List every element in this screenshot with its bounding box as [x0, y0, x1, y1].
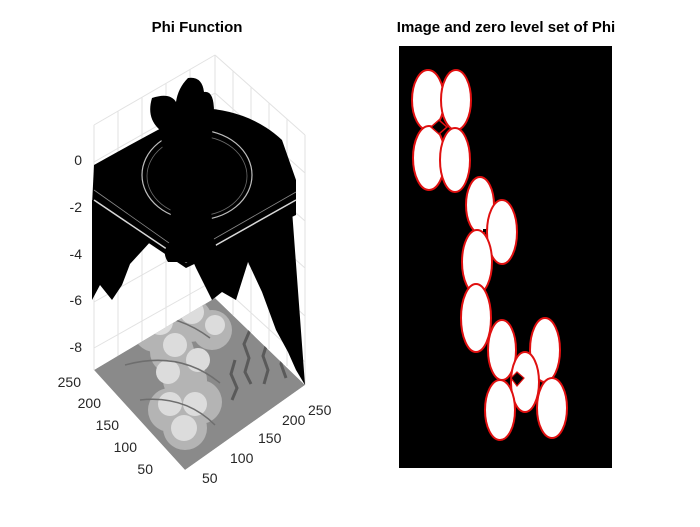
- surface-spike: [150, 77, 217, 263]
- y-tick-label: 250: [58, 374, 82, 390]
- x-tick-label: 250: [308, 402, 332, 418]
- x-tick-label: 50: [202, 470, 218, 486]
- zero-level-set-blobs: [411, 69, 568, 441]
- x-tick-label: 200: [282, 412, 306, 428]
- level-set-image-axes: Image and zero level set of Phi: [397, 19, 615, 468]
- z-tick-label: -2: [70, 199, 83, 215]
- phi-surface-axes: Phi Function: [58, 19, 332, 486]
- z-tick-label: 0: [74, 152, 82, 168]
- y-tick-label: 150: [96, 417, 120, 433]
- y-tick-label: 100: [114, 439, 138, 455]
- z-tick-label: -4: [70, 246, 83, 262]
- y-tick-label: 50: [137, 461, 153, 477]
- x-axis-ticks: 50 100 150 200 250: [202, 402, 332, 486]
- y-axis-ticks: 250 200 150 100 50: [58, 374, 154, 477]
- blob-gaps: [429, 119, 525, 387]
- x-tick-label: 100: [230, 450, 254, 466]
- x-tick-label: 150: [258, 430, 282, 446]
- y-tick-label: 200: [78, 395, 102, 411]
- z-tick-label: -8: [70, 339, 83, 355]
- z-axis-ticks: 0 -2 -4 -6 -8: [70, 152, 83, 355]
- level-set-title: Image and zero level set of Phi: [397, 19, 615, 36]
- phi-function-title: Phi Function: [152, 19, 243, 36]
- z-tick-label: -6: [70, 292, 83, 308]
